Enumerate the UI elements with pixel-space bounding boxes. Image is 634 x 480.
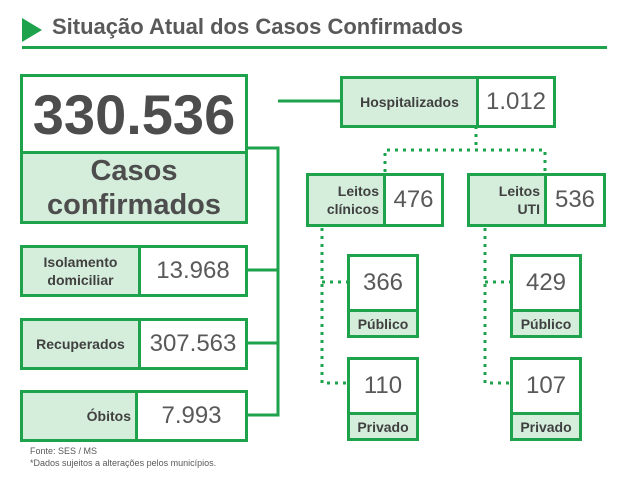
total-cases-label-line2: confirmados: [46, 188, 222, 221]
clinicos-publico-value: 366: [362, 269, 404, 296]
clinicos-publico-box: 366 Público: [347, 254, 419, 338]
isolamento-value: 13.968: [156, 257, 230, 284]
obitos-label: Óbitos: [23, 393, 138, 439]
footer-note: *Dados sujeitos a alterações pelos munic…: [30, 458, 217, 468]
uti-publico-box: 429 Público: [510, 254, 582, 338]
leitos-uti-value: 536: [554, 186, 596, 213]
leitos-uti-label-line2: UTI: [517, 201, 540, 217]
leitos-uti-box: Leitos UTI 536: [467, 173, 606, 227]
leitos-clinicos-label-line2: clínicos: [326, 201, 379, 217]
recuperados-value: 307.563: [149, 330, 237, 357]
leitos-clinicos-box: Leitos clínicos 476: [306, 173, 444, 227]
isolamento-label-line2: domiciliar: [47, 272, 114, 288]
uti-publico-label: Público: [513, 309, 579, 335]
recuperados-box: Recuperados 307.563: [20, 318, 248, 370]
leitos-clinicos-label-line1: Leitos: [337, 183, 379, 199]
leitos-clinicos-label: Leitos clínicos: [309, 176, 386, 224]
clinicos-publico-label: Público: [350, 309, 416, 335]
header-arrow-icon: [22, 18, 42, 42]
page-title: Situação Atual dos Casos Confirmados: [52, 14, 464, 39]
header-underline: [22, 46, 607, 49]
uti-publico-value: 429: [525, 269, 567, 296]
leitos-uti-label-line1: Leitos: [498, 183, 540, 199]
total-cases-box: 330.536 Casos confirmados: [20, 74, 248, 224]
leitos-uti-label: Leitos UTI: [470, 176, 547, 224]
total-cases-label-line1: Casos: [90, 154, 178, 187]
clinicos-privado-box: 110 Privado: [347, 357, 419, 441]
uti-privado-value: 107: [525, 372, 567, 399]
total-cases-label: Casos confirmados: [23, 151, 245, 221]
isolamento-box: Isolamento domiciliar 13.968: [20, 245, 248, 297]
hospitalizados-value: 1.012: [485, 88, 547, 115]
footer-source: Fonte: SES / MS: [30, 446, 98, 456]
isolamento-label: Isolamento domiciliar: [23, 248, 141, 294]
uti-privado-box: 107 Privado: [510, 357, 582, 441]
uti-privado-label: Privado: [513, 412, 579, 438]
clinicos-privado-value: 110: [363, 372, 403, 399]
isolamento-label-line1: Isolamento: [43, 254, 118, 270]
hospitalizados-box: Hospitalizados 1.012: [340, 76, 556, 128]
recuperados-label: Recuperados: [23, 321, 141, 367]
clinicos-privado-label: Privado: [350, 412, 416, 438]
obitos-value: 7.993: [161, 402, 222, 429]
obitos-box: Óbitos 7.993: [20, 390, 248, 442]
hospitalizados-label: Hospitalizados: [343, 79, 479, 125]
leitos-clinicos-value: 476: [393, 186, 434, 213]
total-cases-value: 330.536: [32, 82, 236, 146]
